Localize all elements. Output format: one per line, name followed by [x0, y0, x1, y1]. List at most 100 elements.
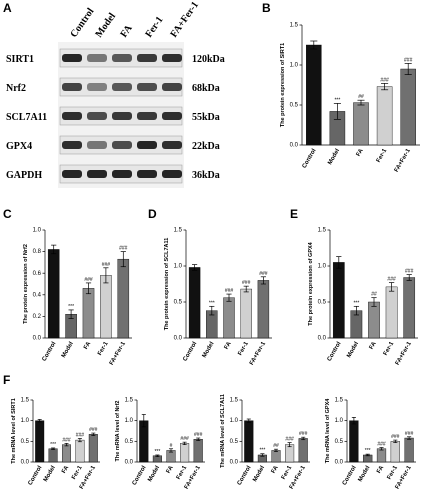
- blot-band: [137, 170, 157, 178]
- y-tick-label: 1.5: [318, 228, 327, 234]
- bar: [306, 44, 322, 146]
- significance: ##: [358, 94, 364, 100]
- bar: [62, 444, 71, 463]
- y-axis-label: The protein expression of SIRT1: [280, 43, 286, 127]
- x-tick-label: Fer-1: [176, 464, 189, 480]
- y-tick-label: 0.5: [318, 300, 327, 306]
- bar: [353, 102, 369, 146]
- bar: [244, 420, 254, 463]
- bar: [271, 450, 281, 463]
- significance: ###: [405, 431, 414, 437]
- bar: [403, 277, 416, 339]
- size-label: 36kDa: [192, 170, 220, 181]
- x-tick-label: Control: [182, 341, 198, 363]
- blot-band: [162, 170, 182, 178]
- y-axis-label: The protein expression of SCL7A11: [164, 238, 170, 331]
- bar: [188, 267, 201, 339]
- y-axis-label: The mRNA level of Nrf2: [115, 401, 121, 462]
- blot-band: [162, 54, 182, 62]
- x-tick-label: Model: [43, 465, 57, 483]
- y-tick-label: 0.6: [33, 271, 42, 277]
- x-tick-label: Model: [147, 465, 161, 483]
- size-label: 22kDa: [192, 141, 220, 152]
- significance: ###: [84, 277, 93, 283]
- y-tick-label: 1.0: [174, 264, 183, 270]
- blot-band: [62, 54, 82, 62]
- bar: [48, 448, 58, 463]
- significance: ###: [404, 57, 413, 63]
- significance: ###: [62, 437, 71, 443]
- significance: ***: [353, 300, 359, 306]
- blot-band: [87, 112, 107, 120]
- x-tick-label: FA: [83, 340, 92, 350]
- y-axis-label: The protein expression of Nrf2: [23, 244, 29, 324]
- panel-label: B: [262, 1, 271, 15]
- bar: [75, 439, 85, 463]
- y-tick-label: 1.5: [290, 23, 299, 29]
- significance: ***: [68, 304, 74, 310]
- y-axis-label: The mRNA level of SIRT1: [11, 398, 17, 464]
- blot-band: [137, 83, 157, 91]
- x-tick-label: Fer-1: [281, 464, 294, 480]
- y-tick-label: 0.5: [335, 439, 344, 445]
- y-tick-label: 0.0: [174, 336, 183, 342]
- y-tick-label: 1.0: [33, 228, 42, 234]
- lane-label: FA+Fer-1: [168, 0, 201, 40]
- x-tick-label: Control: [237, 465, 253, 487]
- bar: [100, 275, 112, 339]
- bar: [240, 288, 252, 339]
- x-tick-label: FA: [61, 464, 70, 474]
- y-tick-label: 1.5: [174, 228, 183, 234]
- x-tick-label: Fer-1: [386, 464, 399, 480]
- significance: ###: [225, 288, 234, 294]
- y-tick-label: 1.5: [21, 398, 30, 404]
- x-tick-label: FA: [271, 464, 280, 474]
- y-tick-label: 0.5: [230, 439, 239, 445]
- x-tick-label: Control: [42, 341, 58, 363]
- blot-band: [62, 83, 82, 91]
- protein-label: GAPDH: [6, 170, 42, 181]
- y-tick-label: 0.2: [33, 314, 42, 320]
- x-tick-label: Model: [327, 148, 341, 166]
- bar: [257, 280, 270, 339]
- blot-band: [162, 141, 182, 149]
- x-tick-label: FA: [369, 340, 378, 350]
- blot-band: [62, 141, 82, 149]
- significance: ###: [194, 432, 203, 438]
- x-tick-label: FA: [356, 147, 365, 157]
- y-tick-label: 1.5: [125, 398, 134, 404]
- y-tick-label: 1.0: [21, 418, 30, 424]
- size-label: 68kDa: [192, 83, 220, 94]
- blot-band: [137, 141, 157, 149]
- significance: ###: [380, 77, 389, 83]
- bar: [298, 438, 308, 463]
- bar: [88, 434, 98, 463]
- y-tick-label: 0.0: [21, 460, 30, 466]
- significance: ###: [405, 269, 414, 275]
- x-tick-label: Control: [132, 465, 148, 487]
- significance: ##: [371, 292, 377, 298]
- x-tick-label: FA: [224, 340, 233, 350]
- y-tick-label: 0.0: [290, 143, 299, 149]
- blot-band: [62, 112, 82, 120]
- x-tick-label: FA: [166, 464, 175, 474]
- bar: [368, 301, 380, 339]
- x-tick-label: Fer-1: [71, 464, 84, 480]
- blot-band: [162, 83, 182, 91]
- bar: [385, 286, 398, 339]
- panel-label: C: [3, 207, 12, 221]
- bar: [285, 444, 295, 463]
- y-tick-label: 0.0: [125, 460, 134, 466]
- blot-band: [87, 170, 107, 178]
- significance: ***: [334, 97, 340, 103]
- blot-band: [87, 141, 107, 149]
- x-tick-label: Control: [28, 465, 44, 487]
- bar: [180, 443, 190, 463]
- bar: [390, 441, 400, 463]
- y-tick-label: 1.0: [290, 63, 299, 69]
- size-label: 120kDa: [192, 54, 225, 65]
- blot-band: [62, 170, 82, 178]
- y-tick-label: 0.5: [174, 300, 183, 306]
- lane-label: Model: [93, 11, 118, 40]
